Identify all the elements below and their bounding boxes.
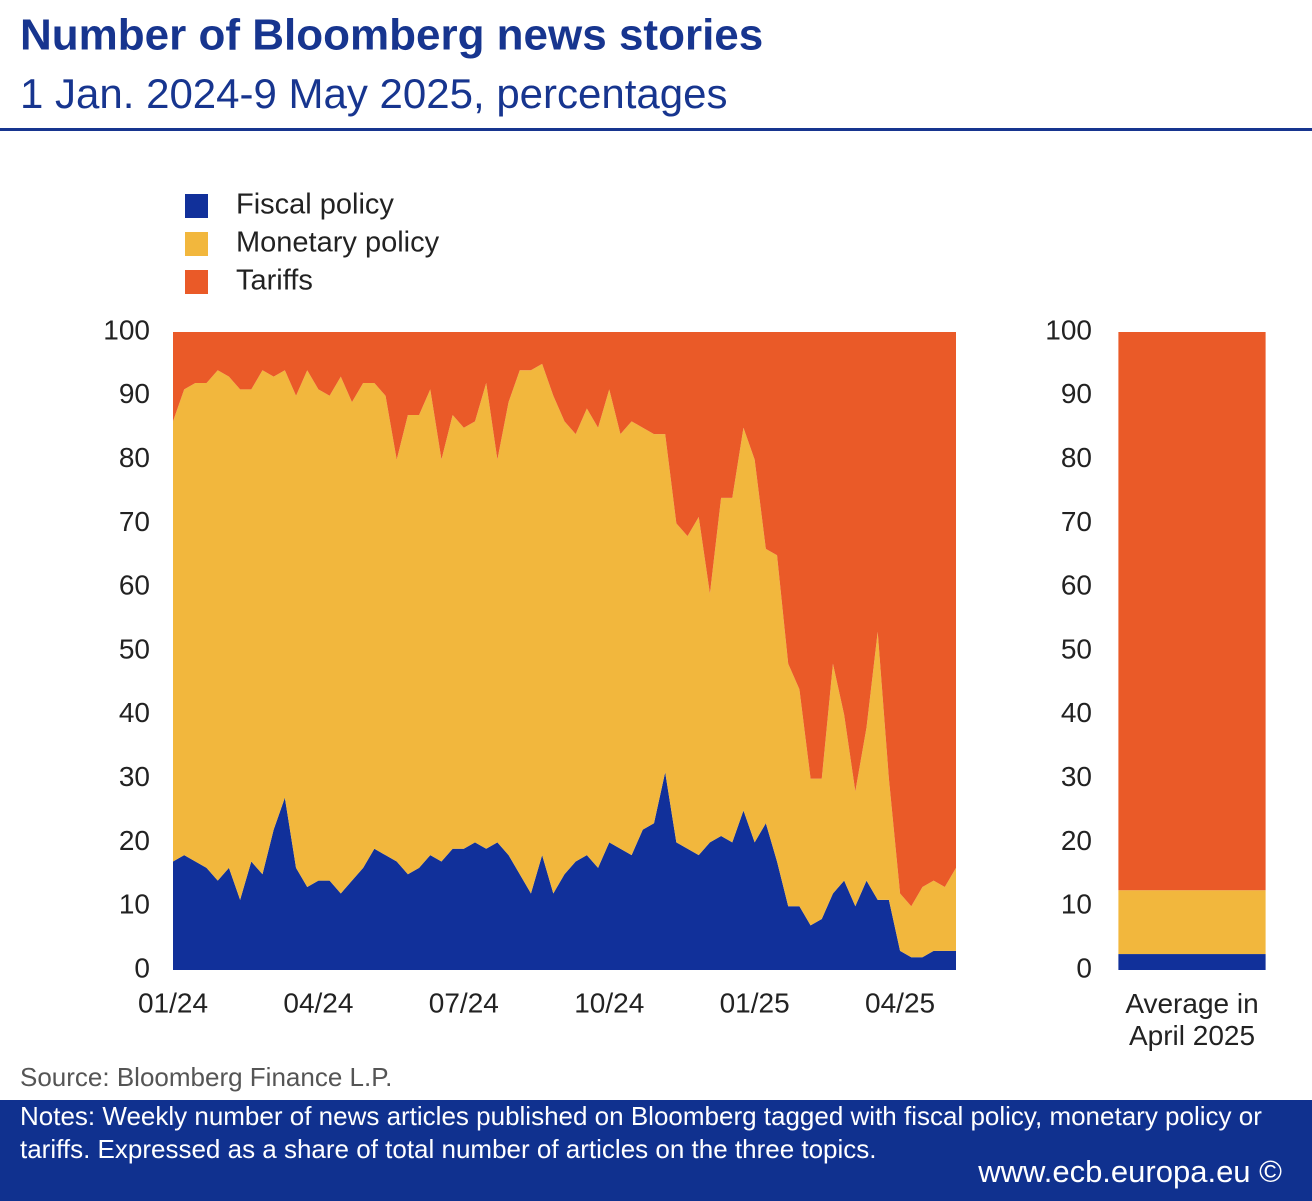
y-tick-label: 40 <box>119 697 150 728</box>
x-tick-label: 10/24 <box>574 987 644 1018</box>
y-tick-label: 20 <box>119 825 150 856</box>
legend-swatch <box>185 232 208 256</box>
y-tick-label: 70 <box>119 506 150 537</box>
legend-label: Monetary policy <box>236 227 440 259</box>
y-tick-label: 80 <box>1061 442 1092 473</box>
notes: Notes: Weekly number of news articles pu… <box>20 1101 1262 1164</box>
y-tick-label: 0 <box>134 952 150 983</box>
legend-label: Fiscal policy <box>236 189 394 221</box>
area <box>173 772 956 970</box>
y-tick-label: 40 <box>1061 697 1092 728</box>
y-tick-label: 60 <box>1061 570 1092 601</box>
title: Number of Bloomberg news stories <box>20 11 763 60</box>
area <box>173 332 956 907</box>
y-tick-label: 90 <box>1061 378 1092 409</box>
x-tick-label: 01/25 <box>720 987 790 1018</box>
y-tick-label: 30 <box>119 761 150 792</box>
legend-swatch <box>185 270 208 294</box>
bar-segment <box>1118 890 1266 955</box>
y-tick-label: 100 <box>1045 314 1092 345</box>
bar-segment <box>1118 332 1266 891</box>
y-tick-label: 10 <box>119 889 150 920</box>
bar-category-label: Average in April 2025 <box>1125 988 1259 1051</box>
y-tick-label: 50 <box>1061 633 1092 664</box>
chart: Number of Bloomberg news stories 1 Jan. … <box>0 11 1312 1018</box>
x-tick-label: 01/24 <box>138 987 208 1018</box>
header-rule <box>0 128 1312 131</box>
y-tick-label: 80 <box>119 442 150 473</box>
url: www.ecb.europa.eu © <box>978 1154 1282 1189</box>
legend-swatch <box>185 194 208 218</box>
area <box>173 363 956 958</box>
footer: Notes: Weekly number of news articles pu… <box>0 1100 1312 1201</box>
y-tick-label: 10 <box>1061 889 1092 920</box>
x-tick-label: 04/24 <box>283 987 353 1018</box>
x-tick-label: 07/24 <box>429 987 499 1018</box>
y-tick-label: 60 <box>119 570 150 601</box>
subtitle: 1 Jan. 2024-9 May 2025, percentages <box>20 70 727 117</box>
y-tick-label: 100 <box>103 314 150 345</box>
source: Source: Bloomberg Finance L.P. <box>20 1062 393 1092</box>
y-tick-label: 20 <box>1061 825 1092 856</box>
y-tick-label: 0 <box>1076 952 1092 983</box>
bar-segment <box>1118 954 1266 970</box>
y-tick-label: 30 <box>1061 761 1092 792</box>
x-tick-label: 04/25 <box>865 987 935 1018</box>
y-tick-label: 70 <box>1061 506 1092 537</box>
y-tick-label: 90 <box>119 378 150 409</box>
legend-label: Tariffs <box>236 265 313 297</box>
y-tick-label: 50 <box>119 633 150 664</box>
